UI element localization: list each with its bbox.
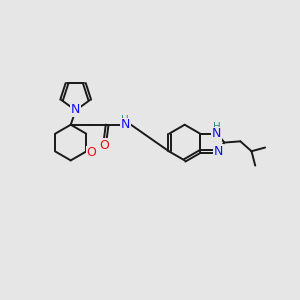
Text: N: N: [71, 103, 80, 116]
Text: N: N: [212, 127, 221, 140]
Text: N: N: [214, 145, 223, 158]
Text: H: H: [122, 115, 129, 124]
Text: H: H: [213, 122, 220, 132]
Text: O: O: [100, 139, 110, 152]
Text: O: O: [87, 146, 97, 159]
Text: N: N: [121, 118, 130, 131]
